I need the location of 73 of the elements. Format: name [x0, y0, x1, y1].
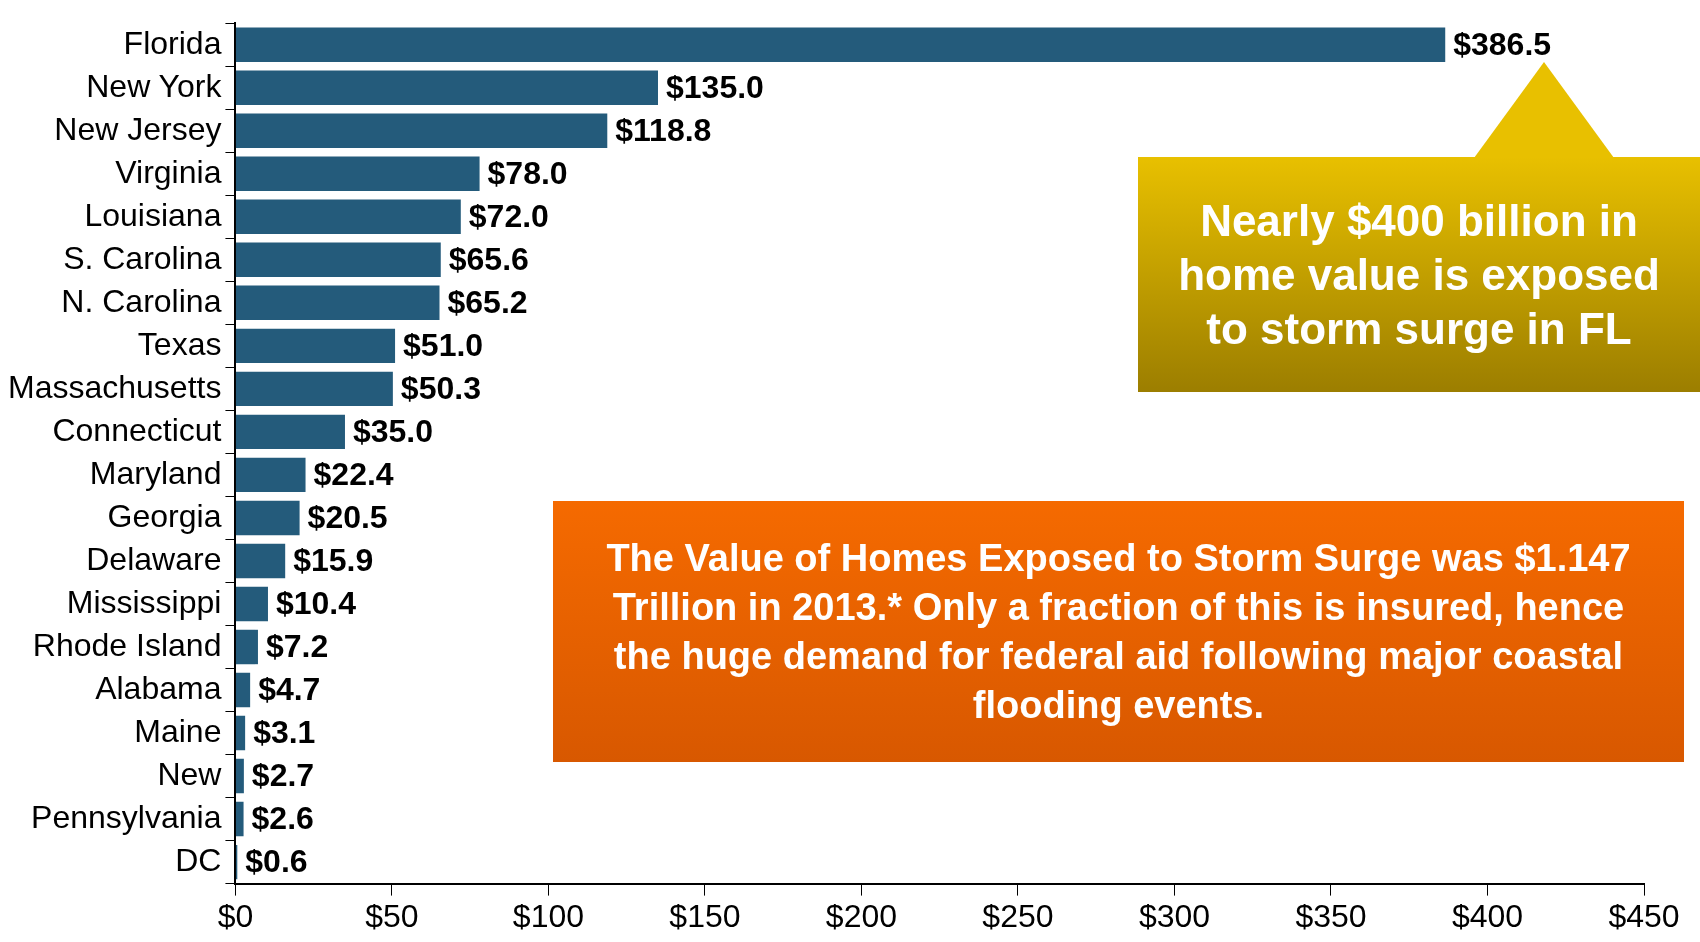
y-tick-label: Pennsylvania — [31, 798, 222, 835]
y-tick-label: New — [157, 755, 223, 792]
data-label: $0.6 — [245, 842, 308, 879]
annotation: Nearly $400 billion in home value is exposed to storm surge in FL — [1177, 194, 1661, 355]
bar — [235, 715, 246, 751]
bar — [235, 801, 244, 837]
data-label: $2.7 — [251, 756, 315, 793]
data-label: $35.0 — [352, 412, 434, 449]
y-tick-label: Louisiana — [84, 196, 222, 233]
data-label: $135.0 — [666, 68, 764, 105]
callout: Nearly $400 billion in home value is exposed to storm surge in FL — [1138, 62, 1700, 392]
y-tick-label: Florida — [123, 24, 222, 61]
annotation: The Value of Homes Exposed to Storm Surge was $1.147 Trillion in 2013.* Only a fraction of this is insured, hence the huge demand for federal aid following major coastal flooding events. — [605, 535, 1632, 728]
data-label: $7.2 — [265, 627, 329, 664]
bar — [235, 414, 345, 450]
bar — [235, 586, 268, 622]
y-tick-label: N. Carolina — [61, 282, 222, 319]
x-tick-label: $200 — [825, 897, 898, 934]
bar — [235, 543, 286, 579]
data-label: $20.5 — [307, 498, 388, 535]
data-label: $3.1 — [253, 713, 316, 750]
x-tick-label: $0 — [217, 897, 254, 934]
x-tick-label: $350 — [1295, 897, 1367, 934]
y-tick-label: New Jersey — [54, 110, 222, 147]
y-tick-label: Mississippi — [66, 583, 222, 620]
y-tick-label: DC — [175, 841, 222, 878]
data-label: $50.3 — [400, 369, 481, 406]
data-label: $65.6 — [448, 240, 529, 277]
data-label: $78.0 — [487, 154, 568, 191]
y-tick-label: Maine — [134, 712, 222, 749]
callout: The Value of Homes Exposed to Storm Surge was $1.147 Trillion in 2013.* Only a fraction of this is insured, hence the huge demand for federal aid following major coastal flooding events. — [553, 501, 1684, 762]
bar — [235, 27, 1446, 62]
x-tick-label: $150 — [669, 897, 741, 934]
data-label: $65.2 — [447, 283, 528, 320]
bar — [235, 70, 658, 105]
data-label: $15.9 — [293, 541, 374, 578]
bar — [235, 285, 440, 321]
bar — [235, 156, 480, 191]
data-label: $10.4 — [275, 584, 357, 621]
bar — [235, 199, 461, 234]
bar — [235, 457, 306, 493]
y-tick-label: Virginia — [115, 153, 222, 190]
y-tick-label: Alabama — [95, 669, 222, 706]
y-tick-label: Georgia — [107, 497, 222, 534]
data-label: $2.6 — [251, 799, 314, 836]
y-tick-label: Maryland — [89, 454, 222, 491]
y-tick-label: Delaware — [86, 540, 222, 577]
data-label: $118.8 — [615, 111, 712, 148]
bar — [235, 629, 258, 665]
y-tick-label: New York — [86, 67, 223, 104]
bar — [235, 672, 251, 708]
y-tick-label: Rhode Island — [32, 626, 222, 663]
bar — [235, 328, 396, 364]
bar — [235, 113, 608, 148]
x-tick-label: $450 — [1608, 897, 1680, 934]
x-tick-label: $50 — [365, 897, 419, 934]
data-label: $22.4 — [313, 455, 394, 492]
data-label: $4.7 — [258, 670, 321, 707]
x-tick-label: $100 — [512, 897, 585, 934]
bar — [235, 758, 244, 794]
bar — [235, 242, 441, 278]
y-tick-label: Connecticut — [52, 411, 222, 448]
bar — [235, 500, 300, 536]
y-tick-label: Massachusetts — [8, 368, 222, 405]
data-label: $72.0 — [468, 197, 549, 234]
x-tick-label: $400 — [1451, 897, 1524, 934]
bar — [235, 371, 393, 407]
data-label: $51.0 — [403, 326, 484, 363]
y-tick-label: S. Carolina — [63, 239, 222, 276]
y-tick-label: Texas — [137, 325, 222, 362]
x-tick-label: $300 — [1138, 897, 1211, 934]
x-tick-label: $250 — [982, 897, 1054, 934]
data-label: $386.5 — [1453, 25, 1552, 62]
